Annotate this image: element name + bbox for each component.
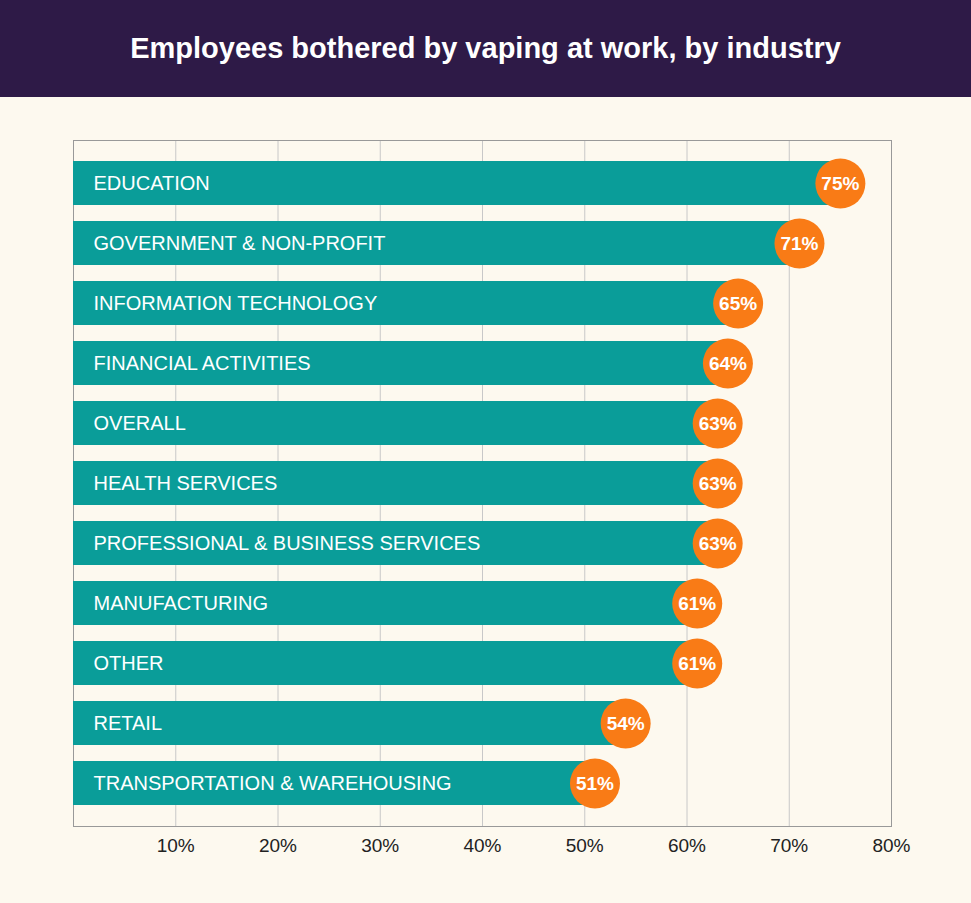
svg-text:75%: 75% — [821, 173, 859, 194]
svg-text:OTHER: OTHER — [94, 652, 164, 674]
svg-text:65%: 65% — [719, 293, 757, 314]
svg-text:20%: 20% — [259, 835, 297, 856]
svg-text:61%: 61% — [678, 593, 716, 614]
svg-text:INFORMATION TECHNOLOGY: INFORMATION TECHNOLOGY — [94, 292, 378, 314]
svg-text:PROFESSIONAL & BUSINESS SERVIC: PROFESSIONAL & BUSINESS SERVICES — [94, 532, 481, 554]
svg-text:60%: 60% — [668, 835, 706, 856]
svg-text:HEALTH SERVICES: HEALTH SERVICES — [94, 472, 278, 494]
svg-text:80%: 80% — [872, 835, 910, 856]
svg-text:70%: 70% — [770, 835, 808, 856]
svg-text:TRANSPORTATION & WAREHOUSING: TRANSPORTATION & WAREHOUSING — [94, 772, 452, 794]
svg-text:40%: 40% — [463, 835, 501, 856]
html-text:Employees bothered by vaping a: Employees bothered by vaping at work, by… — [130, 32, 841, 64]
svg-text:OVERALL: OVERALL — [94, 412, 186, 434]
svg-text:50%: 50% — [566, 835, 604, 856]
svg-text:63%: 63% — [699, 413, 737, 434]
svg-text:71%: 71% — [780, 233, 818, 254]
svg-text:EDUCATION: EDUCATION — [94, 172, 210, 194]
svg-text:64%: 64% — [709, 353, 747, 374]
svg-text:FINANCIAL ACTIVITIES: FINANCIAL ACTIVITIES — [94, 352, 311, 374]
svg-text:61%: 61% — [678, 653, 716, 674]
svg-text:MANUFACTURING: MANUFACTURING — [94, 592, 268, 614]
svg-text:54%: 54% — [607, 713, 645, 734]
svg-text:RETAIL: RETAIL — [94, 712, 163, 734]
svg-text:GOVERNMENT & NON-PROFIT: GOVERNMENT & NON-PROFIT — [94, 232, 386, 254]
svg-text:30%: 30% — [361, 835, 399, 856]
svg-text:10%: 10% — [157, 835, 195, 856]
svg-text:63%: 63% — [699, 473, 737, 494]
svg-text:63%: 63% — [699, 533, 737, 554]
svg-text:51%: 51% — [576, 773, 614, 794]
